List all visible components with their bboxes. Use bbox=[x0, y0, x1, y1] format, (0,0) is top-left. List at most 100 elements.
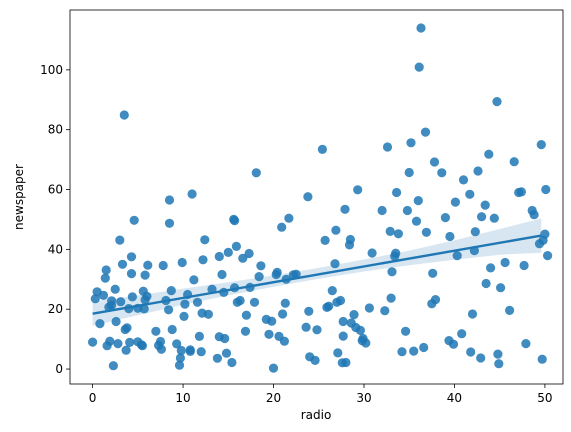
data-point bbox=[121, 345, 131, 355]
data-point bbox=[179, 311, 189, 321]
data-point bbox=[105, 336, 115, 346]
data-point bbox=[385, 226, 395, 236]
data-point bbox=[421, 227, 431, 237]
data-point bbox=[167, 324, 177, 335]
data-point bbox=[107, 296, 117, 306]
data-point bbox=[108, 361, 118, 371]
data-point bbox=[317, 144, 327, 154]
data-point bbox=[377, 205, 387, 216]
data-point bbox=[335, 295, 346, 306]
data-point bbox=[231, 241, 241, 251]
data-point bbox=[264, 329, 274, 339]
data-point bbox=[401, 326, 411, 336]
data-point bbox=[467, 309, 478, 319]
data-point bbox=[111, 316, 121, 327]
data-point bbox=[194, 331, 204, 341]
data-point bbox=[382, 142, 393, 152]
x-tick-label: 30 bbox=[356, 391, 371, 405]
x-tick-label: 40 bbox=[447, 391, 462, 405]
data-point bbox=[416, 23, 426, 33]
data-point bbox=[278, 309, 288, 319]
data-point bbox=[176, 345, 186, 356]
data-point bbox=[95, 319, 105, 329]
data-point bbox=[126, 252, 137, 262]
data-point bbox=[142, 291, 152, 301]
data-point bbox=[304, 306, 314, 316]
data-point bbox=[139, 304, 149, 314]
data-point bbox=[254, 272, 264, 282]
data-point bbox=[151, 326, 161, 336]
data-point bbox=[484, 149, 494, 159]
data-point bbox=[420, 127, 431, 137]
data-point bbox=[129, 215, 139, 225]
data-point bbox=[122, 323, 132, 333]
y-tick-label: 20 bbox=[48, 302, 63, 316]
data-point bbox=[117, 259, 128, 269]
data-point bbox=[291, 269, 301, 279]
data-point bbox=[223, 247, 233, 257]
data-point bbox=[480, 200, 490, 210]
data-point bbox=[212, 353, 222, 363]
data-point bbox=[177, 257, 187, 268]
data-point bbox=[333, 348, 343, 358]
data-point bbox=[267, 316, 277, 326]
data-point bbox=[175, 353, 185, 363]
data-point bbox=[277, 222, 287, 232]
data-point bbox=[465, 189, 475, 199]
data-point bbox=[119, 110, 129, 120]
data-point bbox=[127, 292, 137, 302]
data-point bbox=[505, 305, 515, 315]
data-point bbox=[470, 227, 480, 237]
data-point bbox=[244, 248, 254, 259]
data-point bbox=[196, 347, 206, 357]
data-point bbox=[340, 204, 350, 214]
data-point bbox=[100, 273, 110, 283]
data-point bbox=[361, 338, 371, 348]
data-point bbox=[301, 322, 311, 332]
data-point bbox=[338, 331, 348, 341]
regression-line-layer bbox=[92, 234, 542, 315]
x-tick-label: 20 bbox=[266, 391, 281, 405]
data-point bbox=[476, 353, 486, 363]
regression-line bbox=[92, 234, 542, 315]
data-point bbox=[172, 339, 182, 349]
data-point bbox=[280, 298, 290, 308]
data-point bbox=[492, 97, 502, 107]
y-axis-ticks: 0 20 40 60 80 100 bbox=[40, 63, 70, 376]
data-point bbox=[466, 347, 476, 357]
data-point bbox=[324, 301, 334, 311]
data-point bbox=[393, 229, 403, 239]
data-point bbox=[519, 260, 529, 271]
data-point bbox=[192, 297, 203, 307]
y-tick-label: 0 bbox=[55, 362, 63, 376]
data-point bbox=[540, 229, 550, 239]
data-point bbox=[397, 347, 407, 357]
data-point bbox=[110, 284, 120, 294]
data-point bbox=[126, 269, 137, 279]
data-point bbox=[341, 357, 351, 368]
data-point bbox=[180, 299, 190, 309]
data-point bbox=[140, 270, 150, 280]
data-point bbox=[429, 157, 440, 167]
data-point bbox=[203, 309, 213, 319]
data-point bbox=[166, 286, 176, 296]
data-point bbox=[279, 336, 289, 346]
data-point bbox=[116, 297, 126, 307]
data-point bbox=[404, 167, 414, 178]
y-tick-label: 40 bbox=[48, 242, 63, 256]
data-point bbox=[448, 339, 459, 349]
data-point bbox=[164, 218, 175, 228]
data-point bbox=[494, 359, 504, 369]
data-point bbox=[541, 184, 551, 195]
data-point bbox=[473, 166, 483, 176]
data-point bbox=[529, 210, 539, 220]
y-tick-label: 80 bbox=[48, 123, 63, 137]
data-point bbox=[238, 253, 248, 263]
data-point bbox=[543, 251, 553, 261]
data-point bbox=[137, 341, 147, 351]
data-point bbox=[537, 354, 547, 364]
data-point bbox=[392, 187, 402, 198]
data-point bbox=[158, 260, 168, 271]
data-point bbox=[227, 357, 237, 368]
data-point bbox=[380, 306, 390, 316]
